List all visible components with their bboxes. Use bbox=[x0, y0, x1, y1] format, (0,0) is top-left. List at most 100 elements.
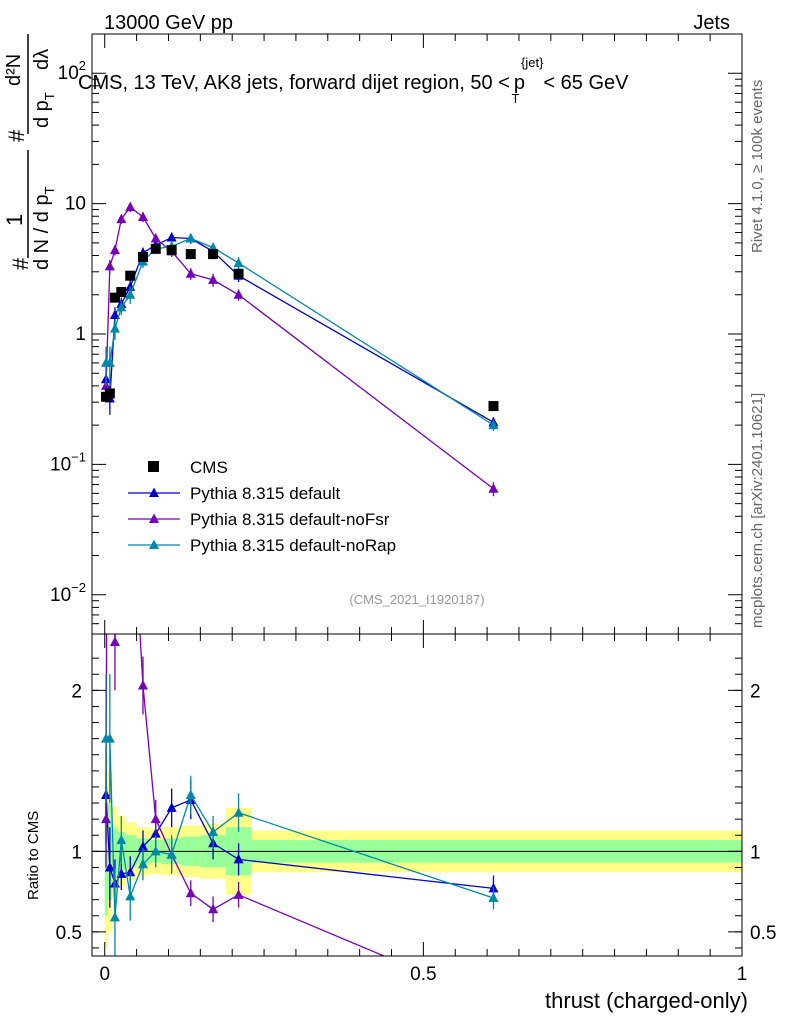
data-point-cms bbox=[150, 243, 161, 254]
ratio-point-pythia-8-315-default-nofsr bbox=[150, 813, 161, 824]
ratio-y-tick-label: 2 bbox=[71, 681, 82, 702]
y-tick-label-exponent: −2 bbox=[71, 580, 86, 595]
data-point-pythia-8-315-default-norap bbox=[488, 419, 499, 430]
chart-title-p: p bbox=[514, 72, 525, 94]
legend-item-pythia-8-315-default-nofsr: Pythia 8.315 default-noFsr bbox=[128, 510, 390, 529]
ylabel-hash-top: # bbox=[8, 257, 33, 270]
data-point-cms bbox=[233, 268, 244, 279]
series-cms bbox=[101, 243, 499, 412]
data-point-cms bbox=[166, 245, 177, 256]
ratio-point-pythia-8-315-default-nofsr bbox=[137, 680, 148, 690]
data-point-pythia-8-315-default bbox=[166, 231, 177, 242]
y-tick-label: 10−1 bbox=[50, 449, 86, 475]
ylabel-hash-bottom: # bbox=[4, 129, 29, 142]
y-tick-label-exponent: −1 bbox=[71, 449, 86, 464]
main-y-label: # 1 d N / d pT # d²N d pT dλ bbox=[2, 34, 57, 270]
ratio-line-pythia-8-315-default-nofsr bbox=[105, 634, 386, 956]
legend-item-cms: CMS bbox=[148, 458, 228, 477]
ratio-point-pythia-8-315-default-norap bbox=[104, 733, 115, 743]
ylabel-dpt-main: d p bbox=[31, 100, 53, 128]
y-tick-label: 10−2 bbox=[50, 580, 86, 606]
ratio-point-pythia-8-315-default-norap bbox=[150, 845, 161, 856]
data-point-cms bbox=[208, 249, 219, 260]
legend-label: Pythia 8.315 default-noFsr bbox=[190, 510, 390, 529]
series-pythia-8-315-default-norap bbox=[101, 233, 499, 432]
ratio-y-tick-label: 1 bbox=[71, 842, 82, 863]
ratio-point-pythia-8-315-default-nofsr bbox=[185, 887, 196, 898]
data-point-pythia-8-315-default-nofsr bbox=[488, 483, 499, 493]
x-axis-label: thrust (charged-only) bbox=[545, 988, 748, 1013]
ratio-y-tick-label: 0.5 bbox=[56, 923, 82, 944]
ratio-point-pythia-8-315-default-nofsr bbox=[101, 813, 112, 824]
x-tick-label: 0.5 bbox=[410, 964, 436, 985]
ratio-point-pythia-8-315-default bbox=[125, 866, 136, 877]
y-tick-label: 10 bbox=[65, 194, 86, 215]
chart-title: CMS, 13 TeV, AK8 jets, forward dijet reg… bbox=[78, 55, 629, 106]
legend: CMS Pythia 8.315 default Pythia 8.315 defa… bbox=[128, 458, 396, 555]
ylabel-dN-sub: T bbox=[42, 186, 57, 194]
ratio-point-pythia-8-315-default-nofsr bbox=[233, 889, 244, 899]
data-point-cms bbox=[488, 401, 499, 412]
ratio-point-pythia-8-315-default-norap bbox=[208, 826, 219, 837]
rivet-label: Rivet 4.1.0, ≥ 100k events bbox=[749, 80, 766, 253]
data-point-pythia-8-315-default-nofsr bbox=[116, 213, 127, 224]
y-tick-label-base: 10 bbox=[50, 585, 71, 606]
y-tick-label-exponent: 2 bbox=[79, 58, 86, 73]
ratio-point-pythia-8-315-default-nofsr bbox=[488, 997, 498, 1007]
legend-marker-triangle bbox=[149, 513, 159, 523]
ratio-y-tick-label-right: 2 bbox=[750, 681, 761, 702]
ylabel-d2N: d²N bbox=[3, 54, 25, 86]
data-point-pythia-8-315-default-norap bbox=[185, 233, 196, 243]
data-point-pythia-8-315-default-nofsr bbox=[185, 268, 196, 278]
data-point-cms bbox=[185, 249, 196, 260]
ratio-point-pythia-8-315-default bbox=[104, 861, 115, 872]
ratio-point-pythia-8-315-default bbox=[166, 802, 177, 812]
legend-label: Pythia 8.315 default bbox=[190, 484, 341, 503]
series-pythia-8-315-default bbox=[101, 231, 499, 429]
data-point-pythia-8-315-default-nofsr bbox=[104, 260, 115, 271]
data-point-cms bbox=[137, 251, 148, 262]
data-point-pythia-8-315-default-norap bbox=[125, 289, 136, 299]
chart-title-sub: T bbox=[511, 91, 519, 106]
ratio-series-pythia-8-315-default-norap bbox=[101, 674, 499, 956]
y-tick-label-base: 10 bbox=[50, 454, 71, 475]
category-label: Jets bbox=[693, 12, 730, 34]
legend-marker-triangle bbox=[149, 487, 159, 497]
y-tick-label-base: 10 bbox=[58, 63, 79, 84]
data-point-pythia-8-315-default-norap bbox=[104, 357, 115, 367]
ratio-y-tick-label-right: 0.5 bbox=[750, 923, 776, 944]
ratio-point-pythia-8-315-default-norap bbox=[137, 858, 148, 869]
data-point-pythia-8-315-default-nofsr bbox=[150, 233, 161, 243]
data-point-pythia-8-315-default-nofsr bbox=[125, 201, 136, 212]
ratio-point-pythia-8-315-default-norap bbox=[185, 789, 196, 799]
data-point-cms bbox=[104, 388, 115, 399]
ratio-point-pythia-8-315-default-nofsr bbox=[125, 459, 135, 469]
legend-label: Pythia 8.315 default-noRap bbox=[190, 536, 396, 555]
ratio-ticks: 0.5 0.51 12 20 0.5 1 bbox=[56, 634, 776, 985]
ratio-y-label: Ratio to CMS bbox=[25, 811, 42, 900]
x-tick-label: 0 bbox=[99, 964, 110, 985]
chart-title-sup: {jet} bbox=[521, 55, 544, 70]
ylabel-dlambda: dλ bbox=[31, 49, 53, 70]
ratio-point-pythia-8-315-default-norap bbox=[233, 807, 244, 817]
ratio-data-marks bbox=[101, 427, 499, 1007]
series-line-pythia-8-315-default bbox=[105, 236, 494, 423]
y-tick-label: 1 bbox=[75, 324, 86, 345]
series-line-pythia-8-315-default-norap bbox=[106, 237, 494, 426]
ratio-point-pythia-8-315-default-norap bbox=[125, 890, 136, 901]
ylabel-one: 1 bbox=[2, 214, 27, 226]
data-point-pythia-8-315-default-norap bbox=[116, 301, 127, 312]
series-line-pythia-8-315-default-nofsr bbox=[105, 206, 494, 490]
analysis-watermark: (CMS_2021_I1920187) bbox=[349, 592, 484, 607]
ratio-panel: 0.5 0.51 12 20 0.5 1 Ratio to CMS thrust (cha… bbox=[25, 427, 776, 1013]
main-data-marks bbox=[101, 201, 499, 497]
ylabel-dpt: d pT bbox=[31, 92, 57, 128]
ratio-point-pythia-8-315-default-nofsr bbox=[116, 427, 126, 437]
y-tick-label: 102 bbox=[58, 58, 86, 84]
x-tick-label: 1 bbox=[737, 964, 748, 985]
data-point-cms bbox=[116, 286, 127, 297]
data-point-pythia-8-315-default-norap bbox=[233, 257, 244, 268]
data-point-cms bbox=[109, 292, 120, 303]
